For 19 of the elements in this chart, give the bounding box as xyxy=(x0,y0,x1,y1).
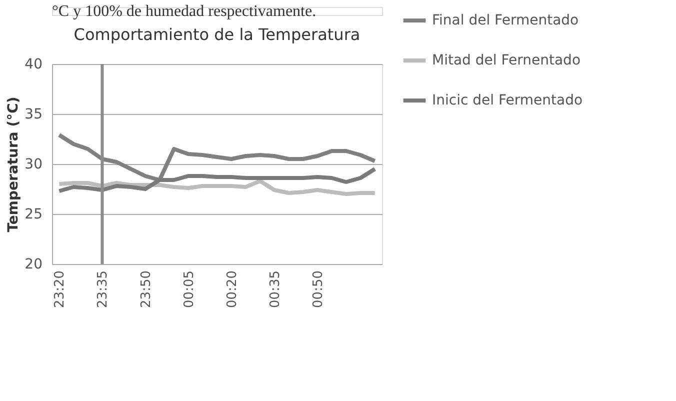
y-tick-label: 40 xyxy=(24,56,42,72)
x-tick-label: 23:50 xyxy=(138,270,154,308)
x-tick-label: 00:50 xyxy=(310,270,326,308)
chart-title: Comportamiento de la Temperatura xyxy=(74,25,360,44)
legend-label: Mitad del Fernentado xyxy=(432,52,581,68)
x-tick-label: 23:20 xyxy=(52,270,68,308)
line-series xyxy=(57,179,377,196)
x-tick-label: 00:35 xyxy=(268,270,283,308)
y-tick-label: 25 xyxy=(24,206,42,222)
y-tick-label: 20 xyxy=(24,256,42,272)
x-tick-label: 00:05 xyxy=(182,270,197,308)
y-tick-label: 35 xyxy=(24,106,42,122)
y-tick-label: 30 xyxy=(24,156,42,172)
x-tick-label: 00:20 xyxy=(224,270,240,308)
legend-label: Inicic del Fermentado xyxy=(432,92,583,108)
y-axis-title: Temperatura (°C) xyxy=(6,96,22,232)
x-tick-label: 23:35 xyxy=(96,270,111,308)
legend-label: Final del Fermentado xyxy=(432,12,579,28)
text: °C y 100% de humedad respectivamente. xyxy=(52,3,316,20)
